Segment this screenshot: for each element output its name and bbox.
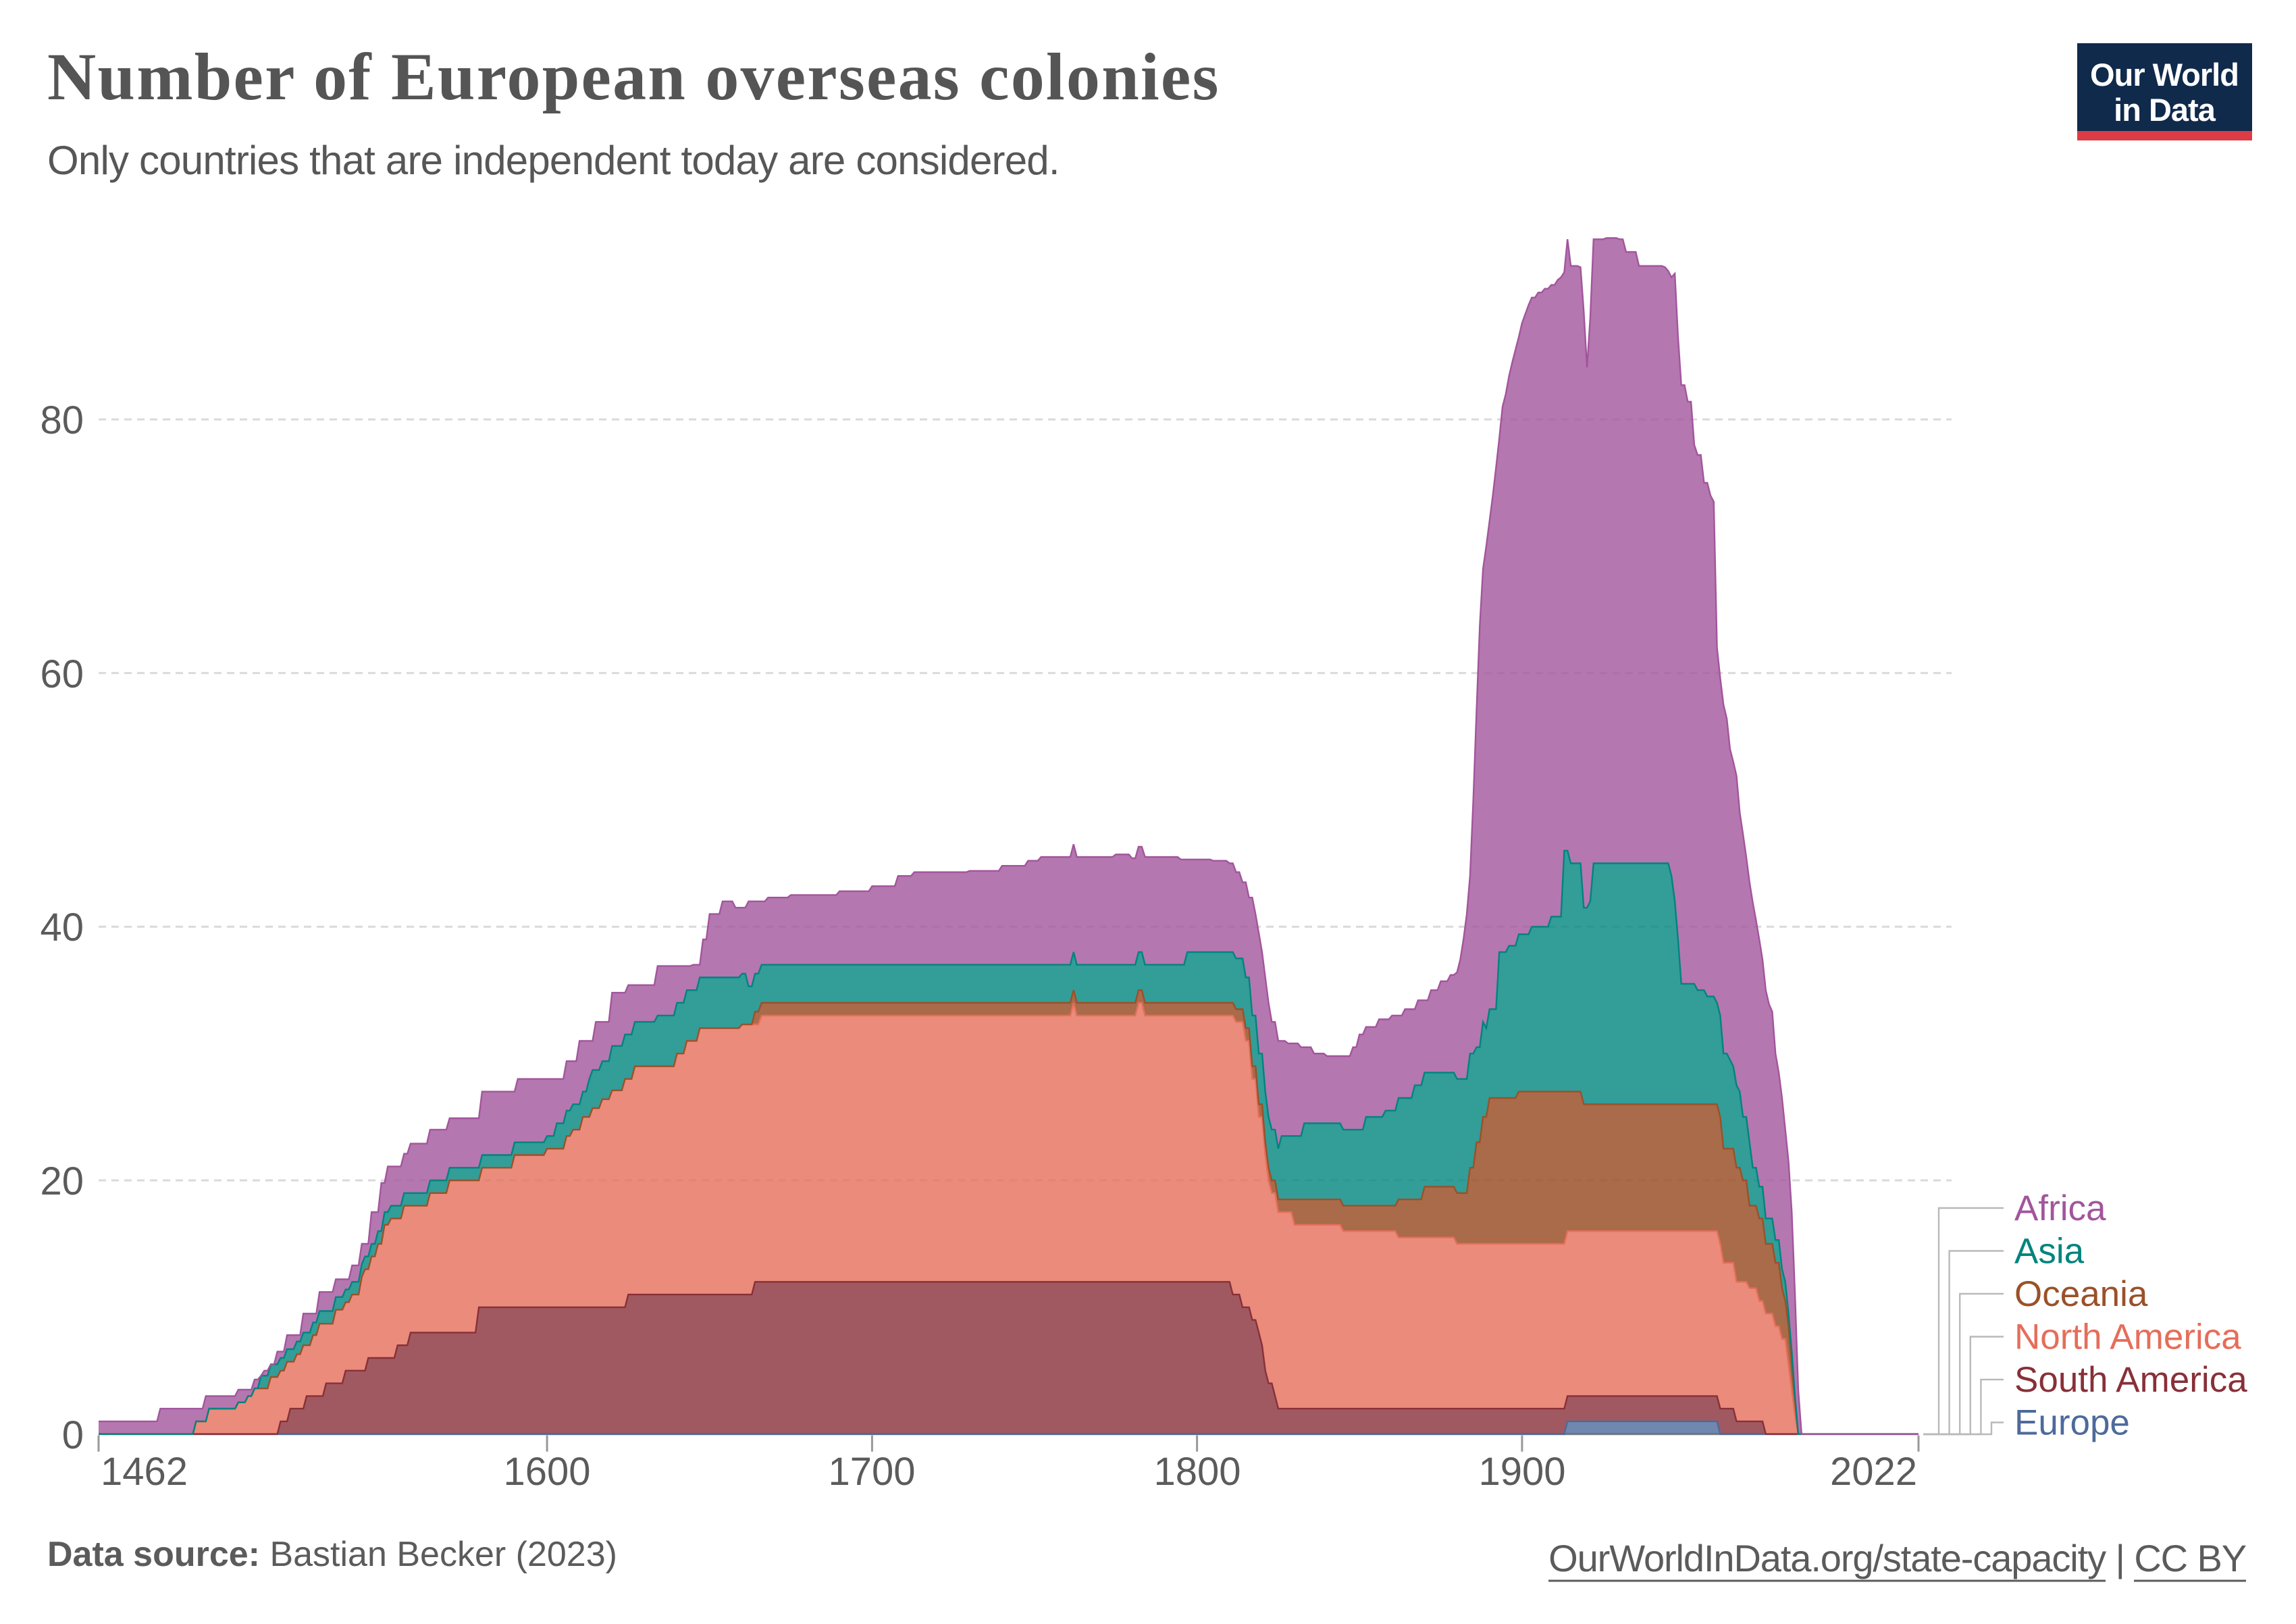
svg-text:2022: 2022 <box>1830 1450 1917 1494</box>
svg-text:40: 40 <box>40 906 84 949</box>
svg-text:in Data: in Data <box>2114 92 2216 128</box>
svg-text:Data source: Bastian Becker (2: Data source: Bastian Becker (2023) <box>47 1535 617 1574</box>
svg-text:Asia: Asia <box>2014 1232 2085 1272</box>
svg-text:80: 80 <box>40 398 84 442</box>
svg-text:North America: North America <box>2014 1317 2241 1357</box>
svg-text:1700: 1700 <box>828 1450 915 1494</box>
svg-text:Number of European overseas co: Number of European overseas colonies <box>47 39 1220 114</box>
svg-text:South America: South America <box>2014 1360 2247 1400</box>
svg-text:Europe: Europe <box>2014 1403 2130 1443</box>
svg-text:1600: 1600 <box>503 1450 590 1494</box>
svg-text:Oceania: Oceania <box>2014 1274 2148 1314</box>
svg-text:Only countries that are indepe: Only countries that are independent toda… <box>47 138 1060 183</box>
svg-text:OurWorldInData.org/state-capac: OurWorldInData.org/state-capacity | CC B… <box>1548 1537 2247 1579</box>
svg-text:1800: 1800 <box>1153 1450 1241 1494</box>
svg-text:20: 20 <box>40 1159 84 1203</box>
svg-text:Our World: Our World <box>2090 57 2239 93</box>
svg-text:Africa: Africa <box>2014 1188 2106 1228</box>
svg-text:60: 60 <box>40 652 84 696</box>
svg-text:0: 0 <box>62 1413 84 1457</box>
svg-text:1462: 1462 <box>101 1450 188 1494</box>
svg-text:1900: 1900 <box>1478 1450 1565 1494</box>
